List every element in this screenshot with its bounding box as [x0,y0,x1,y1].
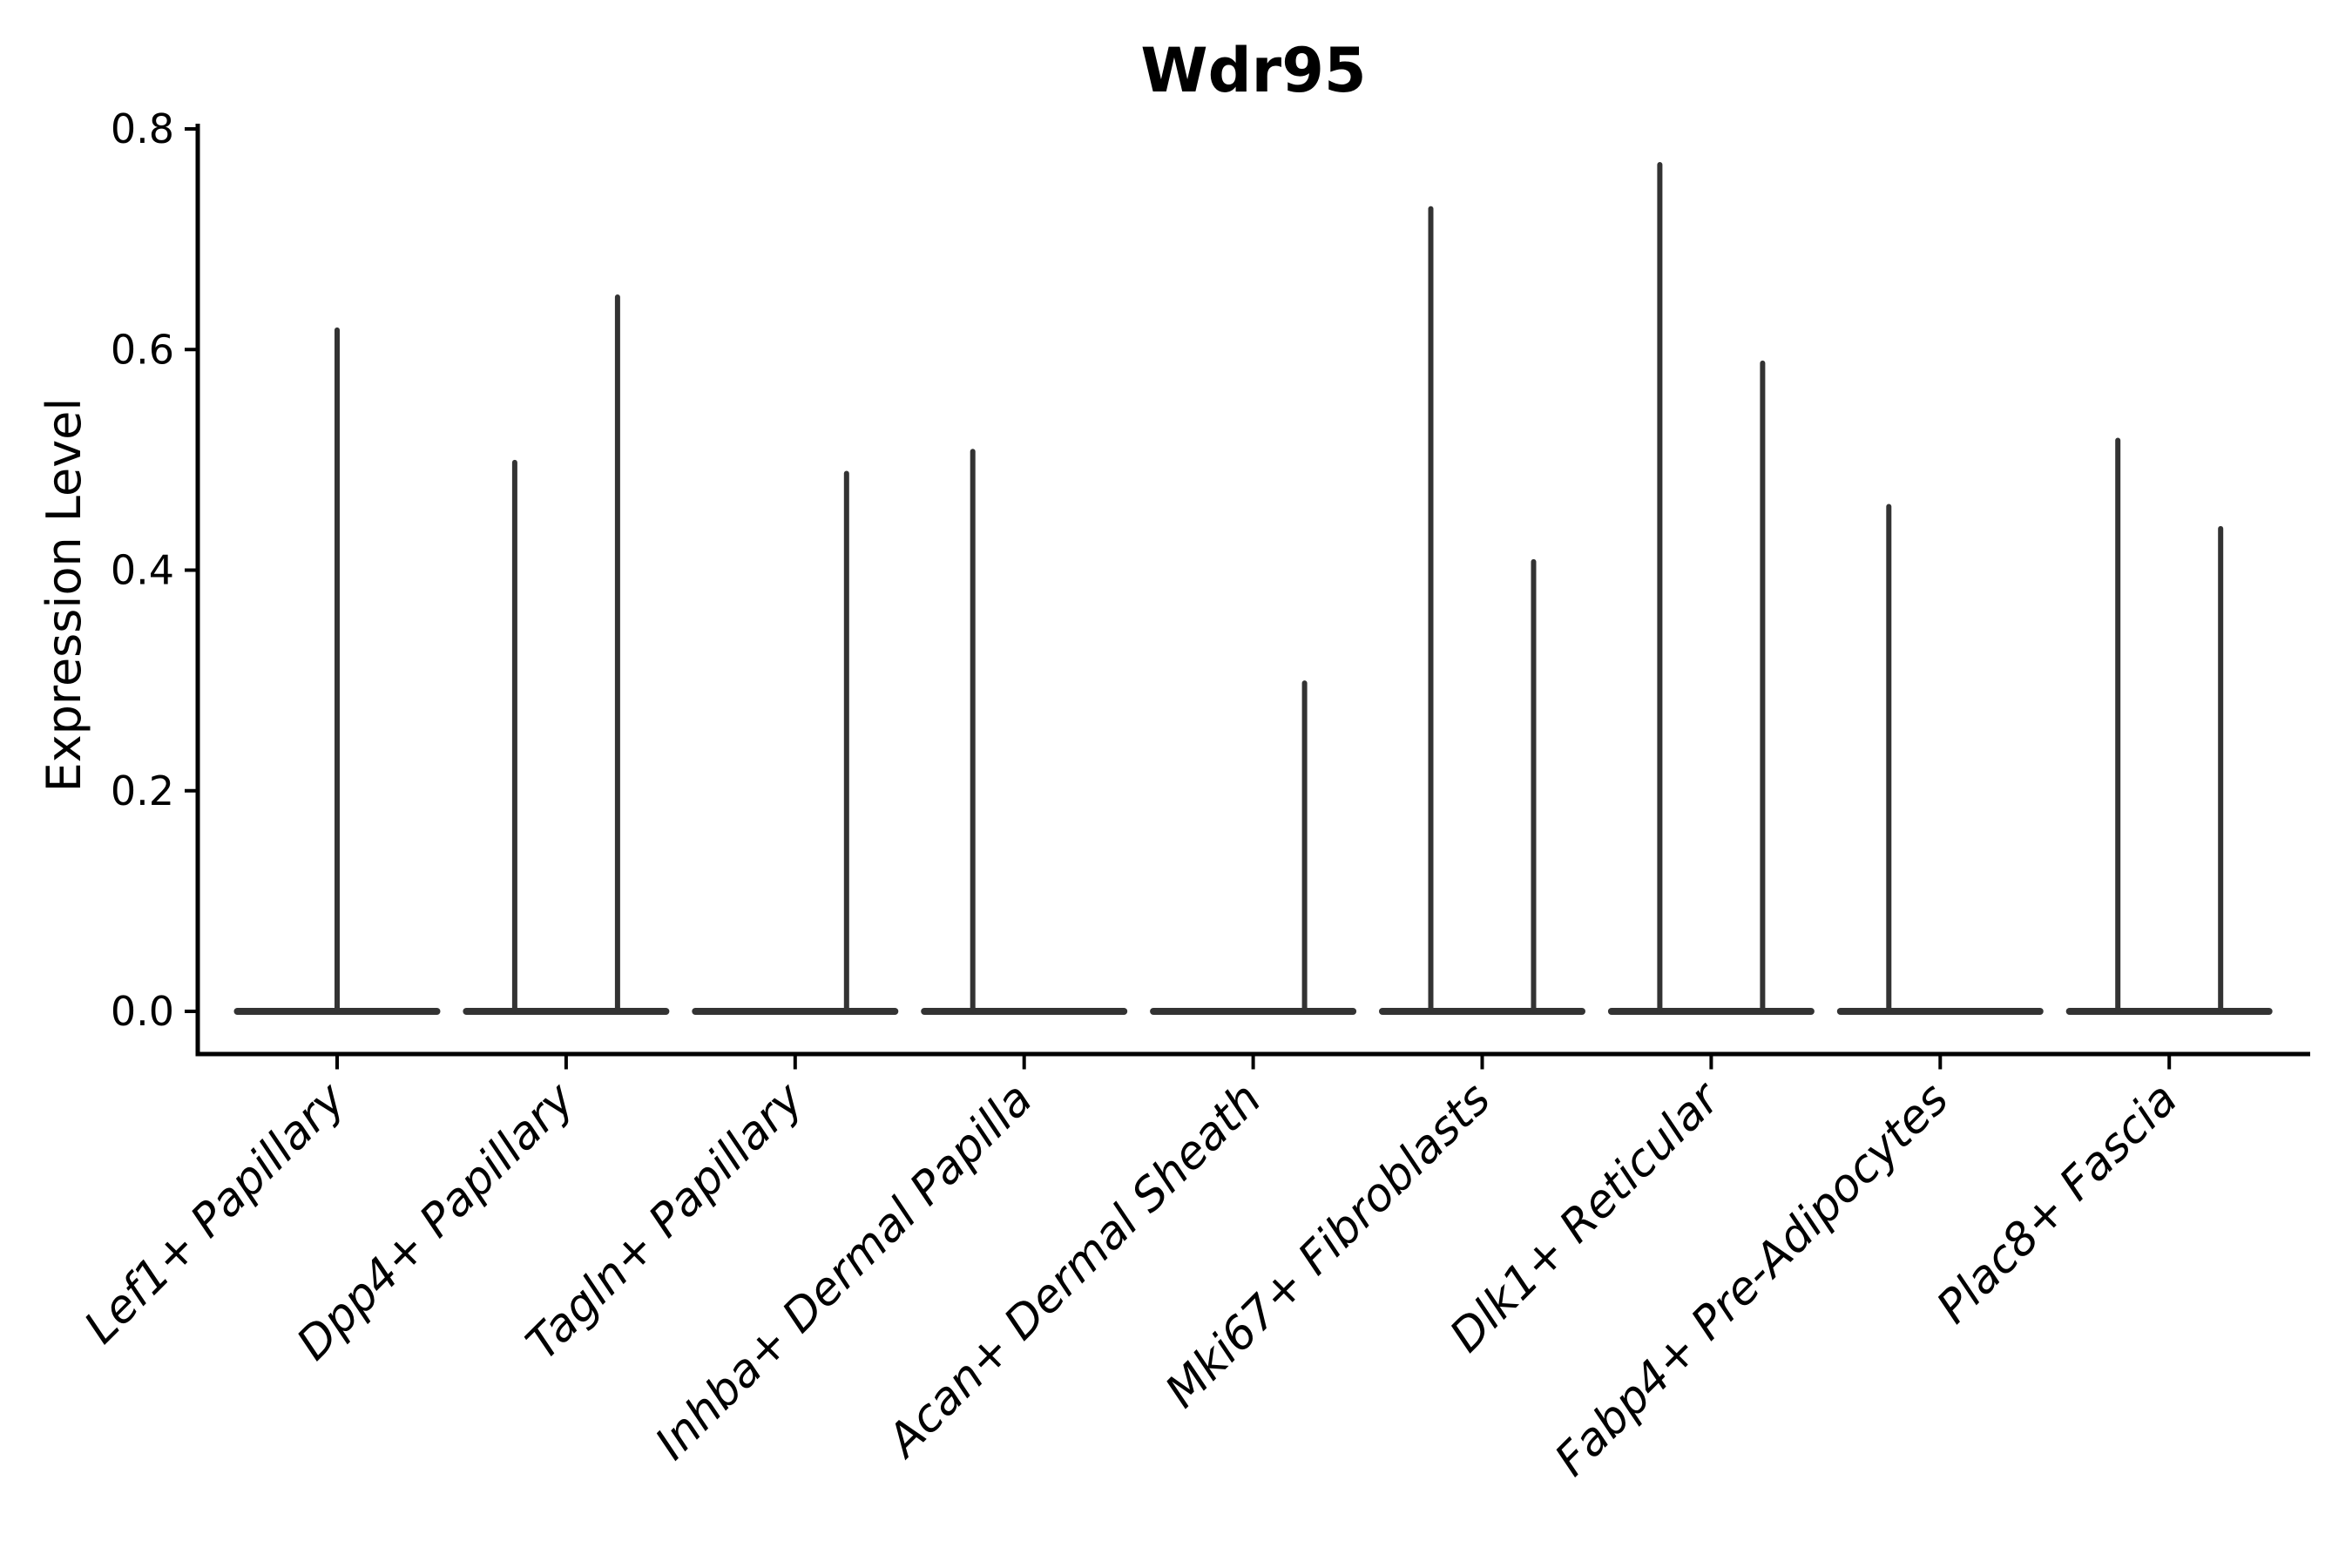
violin-body [692,1008,899,1015]
violin-spike [2218,525,2224,1013]
plot-title: Wdr95 [1140,35,1366,106]
y-tick-label: 0.8 [111,105,174,152]
violin-body [1607,1008,1815,1015]
violin-spike [2115,437,2121,1013]
violin [1607,161,1815,1015]
violin-spike [970,449,976,1013]
violin-body [1379,1008,1585,1015]
violin-body [921,1008,1128,1015]
violin [692,470,899,1015]
violin-body [1836,1008,2044,1015]
violin-spike [1428,206,1434,1013]
violin-spike [511,459,517,1013]
violin-spike [1301,680,1308,1013]
y-tick-label: 0.0 [111,988,174,1035]
violin [463,294,670,1015]
violin [1379,206,1585,1015]
violin-spike [1760,360,1766,1014]
violin-spike [1531,558,1537,1013]
y-tick-label: 0.4 [111,547,174,594]
violin-body [2065,1008,2273,1015]
violin [1150,680,1357,1015]
violin [1836,504,2044,1015]
violin-spike [1886,504,1892,1013]
violin-spike [843,470,849,1013]
violin-body [1150,1008,1357,1015]
violin [233,327,441,1015]
violin [2065,437,2273,1015]
violin-spike [614,294,620,1013]
violin [921,449,1128,1015]
y-tick-label: 0.2 [111,767,174,814]
violin-body [463,1008,670,1015]
y-axis-label: Expression Level [37,398,91,793]
violin-spike [1657,161,1663,1014]
violin-spike [335,327,340,1013]
y-tick-label: 0.6 [111,326,174,373]
